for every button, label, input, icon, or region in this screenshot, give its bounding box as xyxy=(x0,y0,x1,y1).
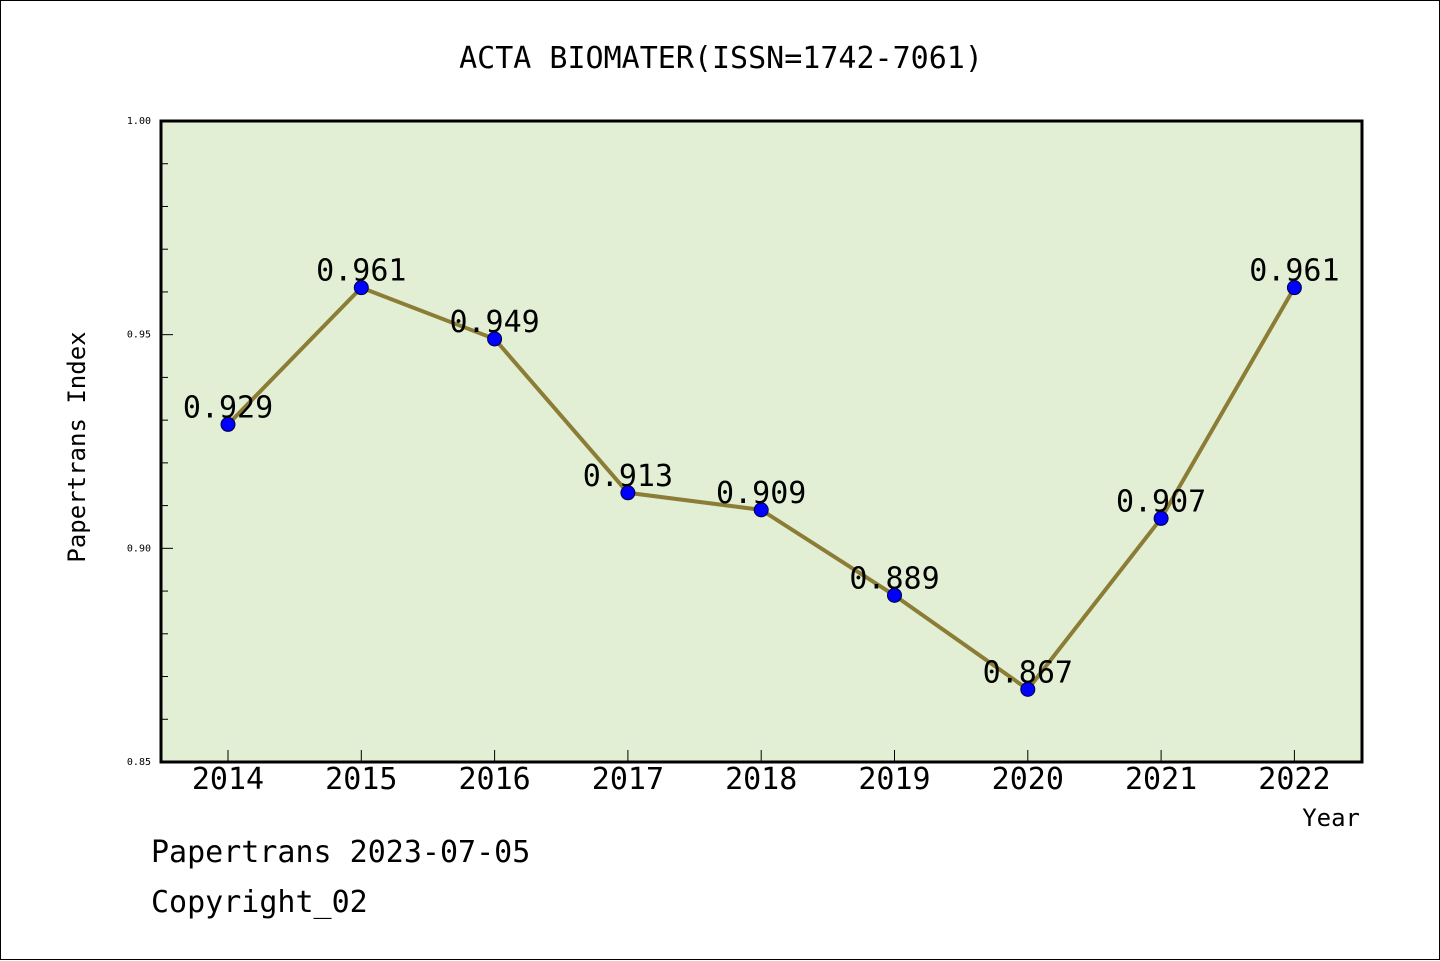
x-tick-label: 2019 xyxy=(858,762,930,797)
x-tick-label: 2015 xyxy=(325,762,397,797)
y-tick-label: 1.00 xyxy=(127,116,151,127)
chart-title: ACTA BIOMATER(ISSN=1742-7061) xyxy=(459,41,983,76)
data-labels-layer: 0.929 0.961 0.949 0.913 0.909 0.889 0.867 0.907… xyxy=(183,254,1340,691)
y-tick-label: 0.95 xyxy=(127,330,151,341)
data-point xyxy=(620,485,636,501)
y-tick-label: 0.85 xyxy=(127,757,151,768)
y-tick-label: 0.90 xyxy=(127,543,151,554)
data-point xyxy=(353,280,369,296)
data-point xyxy=(887,587,902,603)
data-label: 0.889 xyxy=(849,561,939,596)
data-point xyxy=(753,502,769,518)
data-label: 0.961 xyxy=(316,254,406,289)
data-point xyxy=(1020,681,1036,697)
x-tick-label: 2020 xyxy=(992,762,1064,797)
y-axis-label: Papertrans Index xyxy=(63,331,91,562)
x-tick-label: 2014 xyxy=(192,762,264,797)
x-tick-label: 2018 xyxy=(725,762,797,797)
data-point xyxy=(220,416,236,432)
data-label: 0.929 xyxy=(183,390,273,425)
x-tick-label: 2016 xyxy=(458,762,530,797)
data-label: 0.913 xyxy=(583,459,673,494)
data-point xyxy=(1153,510,1169,526)
axis-ticks: 0.85 0.90 0.95 1.00 2014 2015 2016 2017 2018 2019… xyxy=(127,116,1331,797)
data-label: 0.907 xyxy=(1116,484,1206,519)
footer-date: Papertrans 2023-07-05 xyxy=(151,835,531,870)
data-point xyxy=(487,331,503,347)
data-label: 0.867 xyxy=(983,655,1073,690)
data-label: 0.949 xyxy=(449,305,539,340)
footer-copyright: Copyright_02 xyxy=(151,885,368,920)
x-axis-label: Year xyxy=(1302,804,1360,832)
x-tick-label: 2017 xyxy=(592,762,664,797)
data-label: 0.909 xyxy=(716,476,806,511)
x-tick-label: 2022 xyxy=(1258,762,1330,797)
markers-layer xyxy=(220,280,1302,697)
data-point xyxy=(1286,280,1302,296)
data-label: 0.961 xyxy=(1249,254,1339,289)
plot-area xyxy=(159,119,1364,764)
x-tick-label: 2021 xyxy=(1125,762,1197,797)
